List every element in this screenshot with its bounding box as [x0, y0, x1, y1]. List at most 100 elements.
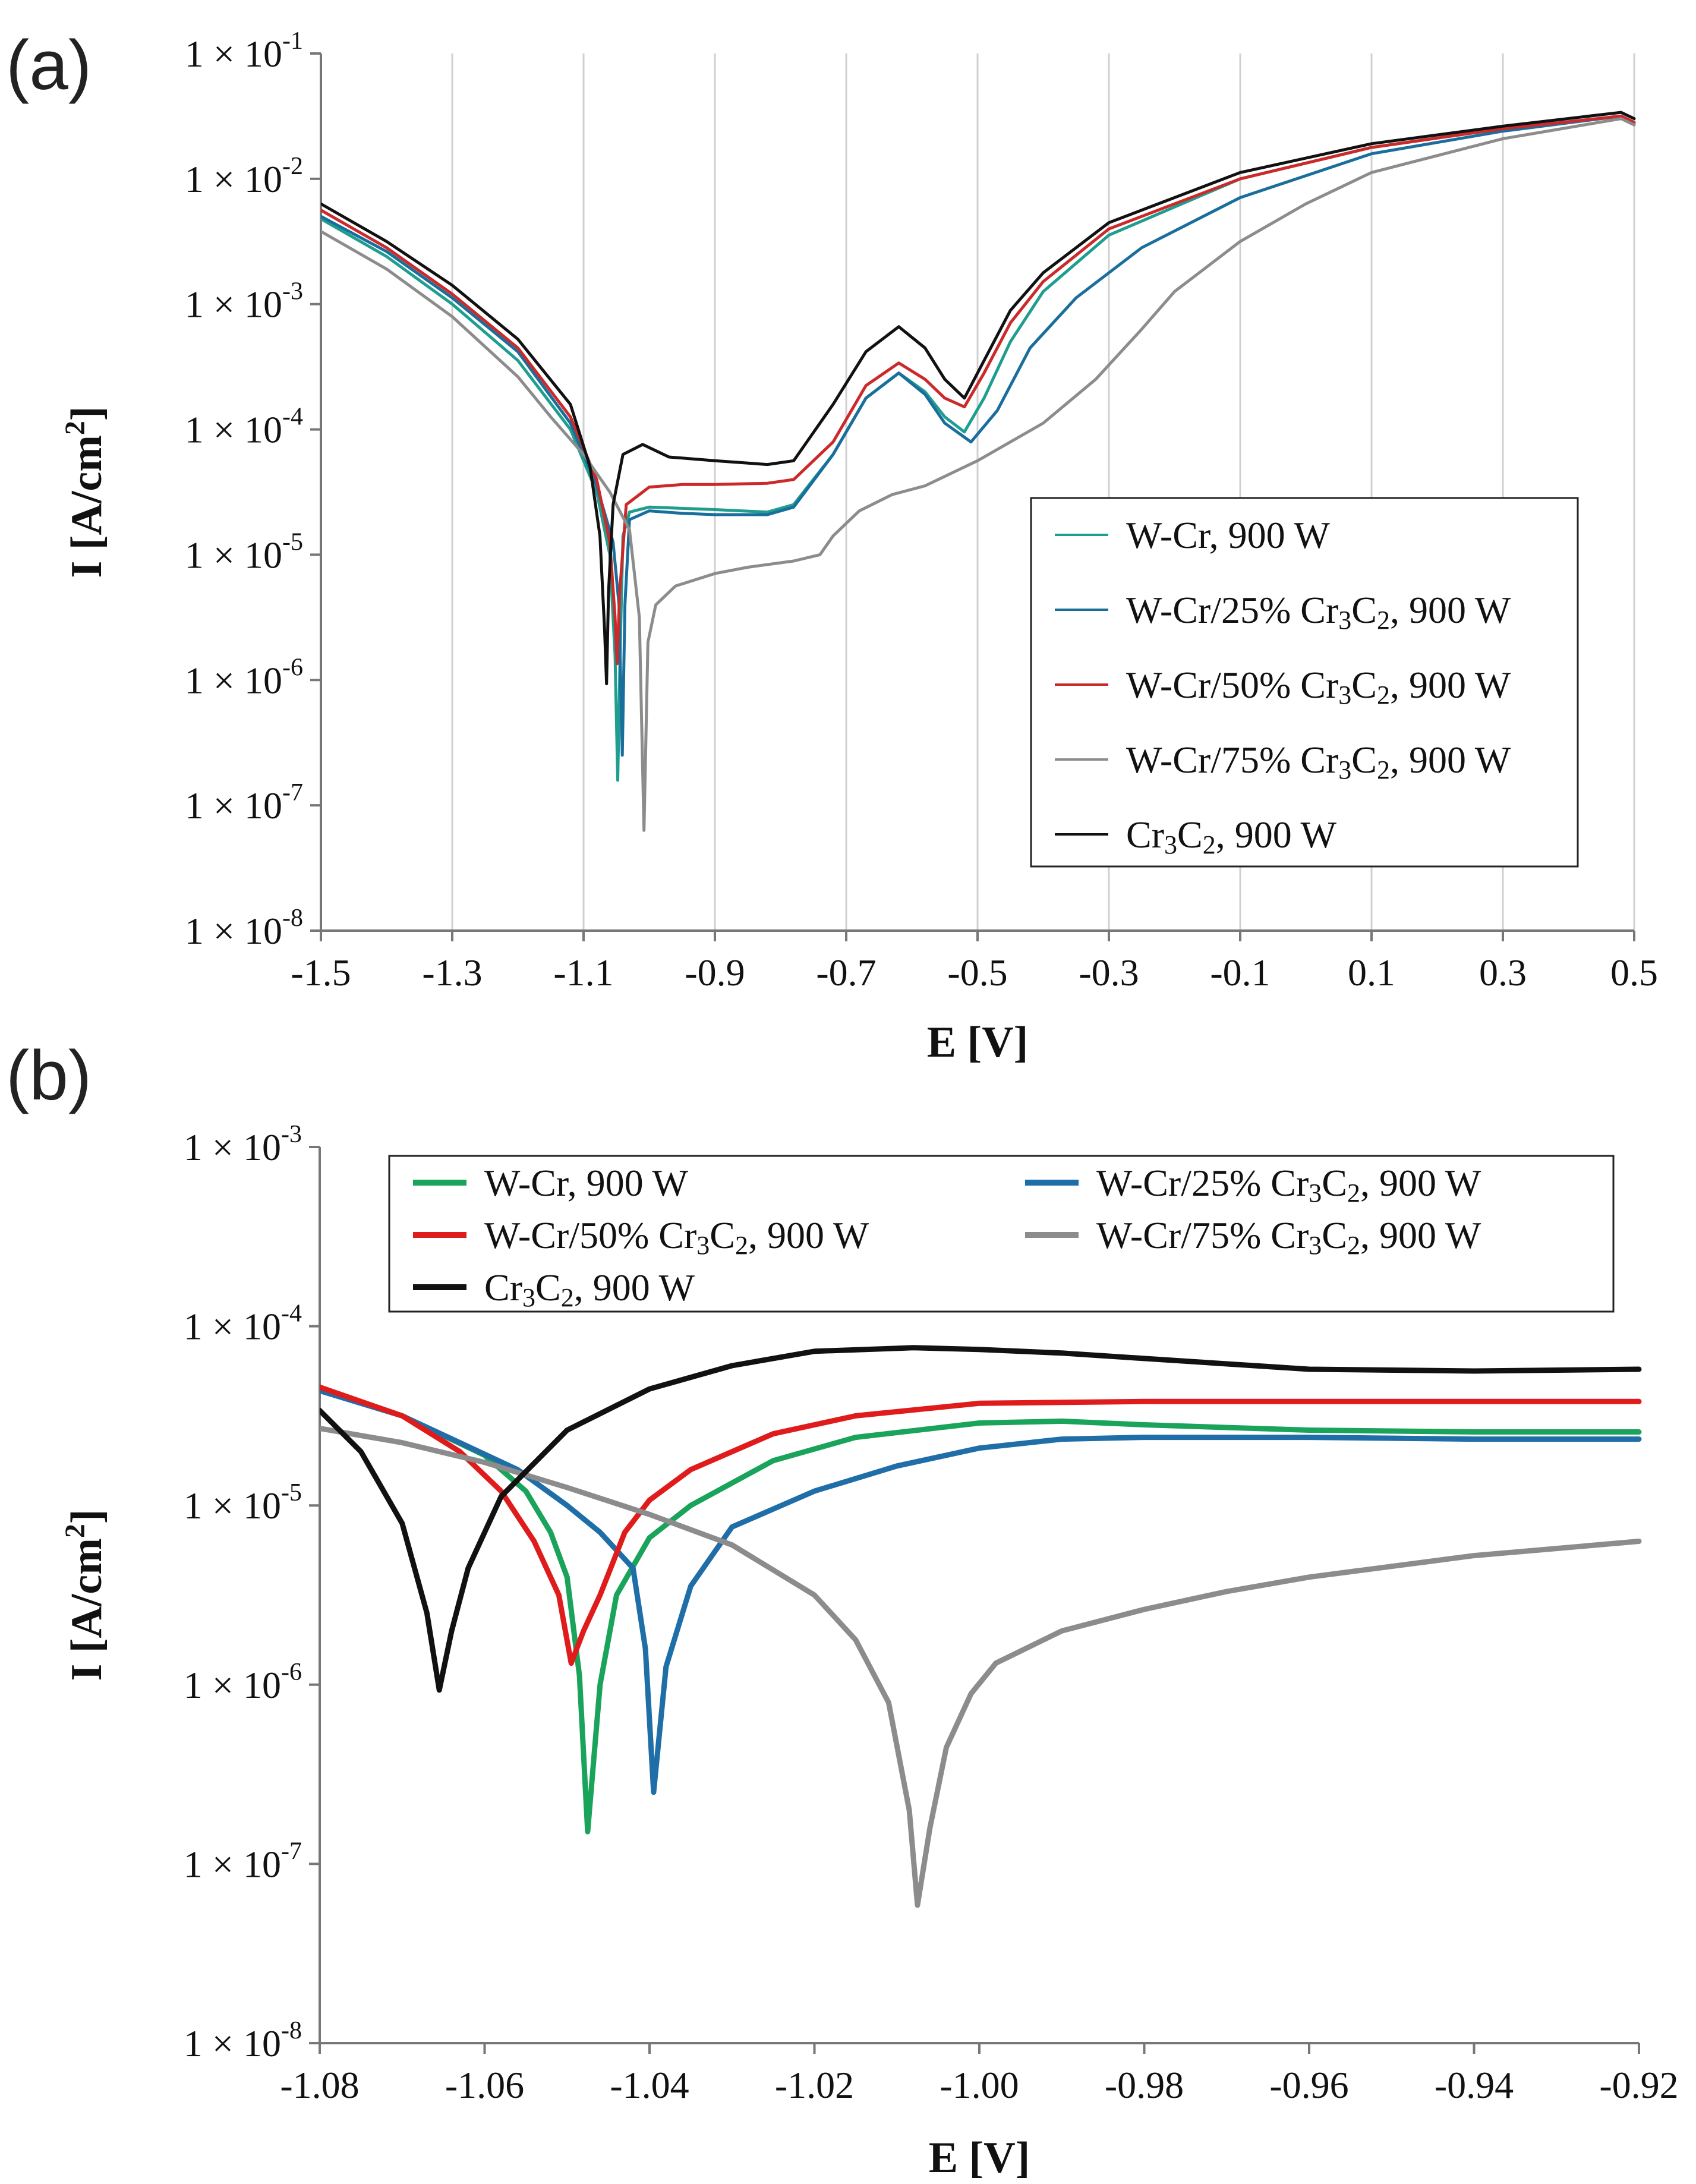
y-tick-exponent: -6: [281, 1659, 302, 1686]
y-tick-label: 1 × 10-5: [184, 1479, 302, 1527]
legend-label-element: C: [1177, 814, 1203, 856]
y-tick-exponent: -8: [281, 2017, 302, 2044]
y-tick-base: 1 × 10: [185, 659, 282, 701]
legend-label-subscript: 2: [1377, 680, 1390, 710]
x-tick-label: -1.00: [940, 2064, 1019, 2106]
y-tick-label: 1 × 10-3: [184, 1121, 302, 1168]
legend-label-element: Cr: [1126, 814, 1164, 856]
legend-label-prefix: W-Cr/50%: [1126, 664, 1300, 706]
x-tick-label: -0.98: [1105, 2064, 1184, 2106]
panel-label: (b): [6, 1036, 92, 1115]
legend-box: [1030, 497, 1579, 868]
legend-label-subscript: 3: [1309, 1231, 1322, 1260]
legend-label-subscript: 3: [522, 1283, 535, 1312]
x-tick-label: -1.1: [553, 951, 613, 994]
legend-label-element: Cr: [1300, 589, 1338, 631]
legend-label-suffix: , 900 W: [1216, 814, 1337, 856]
y-tick-exponent: -8: [282, 905, 303, 932]
legend-label-prefix: W-Cr/75%: [1096, 1214, 1271, 1256]
y-tick-label: 1 × 10-6: [185, 654, 303, 701]
y-tick-label: 1 × 10-4: [184, 1300, 302, 1348]
y-tick-exponent: -7: [281, 1838, 302, 1865]
legend-label-subscript: 2: [1377, 755, 1390, 784]
chart-panel-b: (b) -1.08 -1.06 -1.04 -1.02 -1.00 -0.98 -0.96 -0…: [6, 1036, 1679, 2182]
x-tick-label: -1.02: [775, 2064, 854, 2106]
legend-label-subscript: 3: [1309, 1178, 1322, 1208]
chart-panel-a: (a) -1.5 -1.3 -1.1 -0.9 -0.7 -0.5 -0.3 -0.1 0.1 0.…: [6, 26, 1658, 1067]
y-tick-base: 1 × 10: [185, 910, 282, 952]
series-group: [321, 111, 1636, 832]
legend-label-element: C: [1322, 1162, 1347, 1204]
y-tick-exponent: -7: [282, 779, 303, 806]
y-tick-base: 1 × 10: [184, 1664, 281, 1706]
y-axis-title-tail: ]: [62, 1509, 111, 1524]
legend-label-subscript: 3: [1164, 830, 1177, 859]
legend-label-element: C: [710, 1214, 735, 1256]
x-tick-label: -1.08: [280, 2064, 359, 2106]
legend-label-subscript: 3: [1338, 755, 1351, 784]
legend-label-element: C: [1351, 739, 1377, 781]
y-tick-base: 1 × 10: [185, 283, 282, 326]
legend-label-element: Cr: [484, 1266, 522, 1309]
legend-label-subscript: 3: [1338, 606, 1351, 635]
y-tick-exponent: -1: [282, 27, 303, 55]
series-line-4: [320, 1426, 1642, 1908]
legend-label: W-Cr/25% Cr3C2, 900 W: [1126, 589, 1511, 635]
y-tick-base: 1 × 10: [184, 1485, 281, 1527]
legend-label: W-Cr/25% Cr3C2, 900 W: [1096, 1162, 1481, 1208]
legend-label-subscript: 3: [1338, 680, 1351, 710]
legend-label: W-Cr/75% Cr3C2, 900 W: [1096, 1214, 1481, 1260]
x-tick-label: -0.7: [816, 951, 876, 994]
legend-label-element: Cr: [1300, 739, 1338, 781]
legend-label: W-Cr, 900 W: [1126, 514, 1330, 556]
y-tick-exponent: -3: [281, 1121, 302, 1148]
series-line-3: [321, 114, 1636, 666]
legend-label-prefix: W-Cr/25%: [1126, 589, 1300, 631]
y-tick-base: 1 × 10: [184, 1306, 281, 1348]
series-line-2: [320, 1388, 1642, 1795]
legend-label-suffix: , 900 W: [1360, 1162, 1481, 1204]
legend-box: [388, 1155, 1615, 1313]
legend-label: W-Cr/50% Cr3C2, 900 W: [1126, 664, 1511, 710]
legend-label-suffix: , 900 W: [748, 1214, 869, 1256]
y-tick-exponent: -6: [282, 654, 303, 681]
x-tick-label: -0.92: [1599, 2064, 1678, 2106]
legend-label-subscript: 2: [1377, 606, 1390, 635]
legend-label-suffix: , 900 W: [1390, 664, 1511, 706]
y-axis-title-tail: ]: [62, 406, 111, 421]
y-tick-label: 1 × 10-1: [185, 27, 303, 75]
panel-label: (a): [6, 26, 92, 105]
x-tick-label: -1.04: [610, 2064, 689, 2106]
legend-label-element: C: [535, 1266, 561, 1309]
legend-label-prefix: W-Cr/50%: [484, 1214, 658, 1256]
legend-label-subscript: 2: [735, 1231, 748, 1260]
legend-label-suffix: , 900 W: [574, 1266, 695, 1309]
legend-label-element: Cr: [1300, 664, 1338, 706]
legend-label-prefix: W-Cr/75%: [1126, 739, 1300, 781]
y-tick-label: 1 × 10-3: [185, 278, 303, 326]
y-tick-exponent: -5: [281, 1479, 302, 1507]
x-tick-label: -0.9: [685, 951, 745, 994]
legend-label-subscript: 2: [561, 1283, 574, 1312]
y-tick-exponent: -2: [282, 153, 303, 180]
y-tick-base: 1 × 10: [185, 409, 282, 451]
y-tick-exponent: -4: [281, 1300, 302, 1328]
x-tick-label: 0.3: [1479, 951, 1527, 994]
legend-label: W-Cr/75% Cr3C2, 900 W: [1126, 739, 1511, 784]
y-tick-label: 1 × 10-5: [185, 528, 303, 576]
y-tick-base: 1 × 10: [184, 2022, 281, 2065]
legend-label-suffix: , 900 W: [1390, 739, 1511, 781]
x-tick-label: 0.1: [1348, 951, 1395, 994]
series-group: [320, 1345, 1642, 1908]
y-tick-label: 1 × 10-8: [185, 905, 303, 952]
y-tick-base: 1 × 10: [184, 1843, 281, 1885]
x-tick-label: 0.5: [1610, 951, 1658, 994]
series-line-1: [320, 1386, 1642, 1835]
y-axis-title: I [A/cm2]: [59, 406, 111, 578]
y-tick-label: 1 × 10-6: [184, 1659, 302, 1706]
y-tick-label: 1 × 10-7: [184, 1838, 302, 1885]
x-tick-label: -1.06: [445, 2064, 524, 2106]
x-tick-label: -1.3: [422, 951, 482, 994]
y-axis-title: I [A/cm2]: [59, 1509, 111, 1681]
y-tick-base: 1 × 10: [185, 33, 282, 75]
